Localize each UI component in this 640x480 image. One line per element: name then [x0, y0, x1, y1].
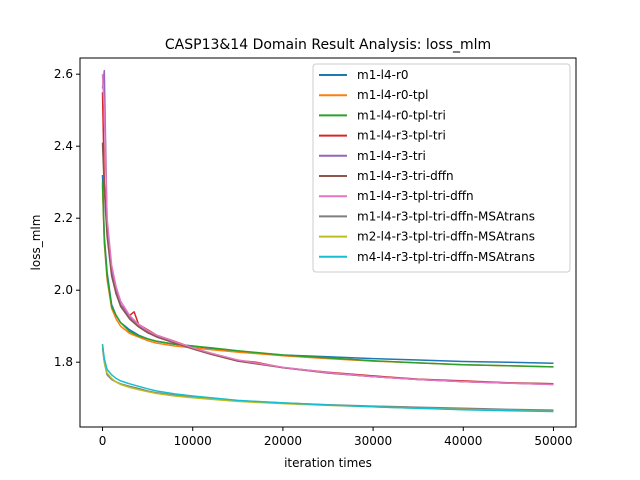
x-tick-label: 10000 [174, 434, 212, 448]
y-axis: 1.8 2.0 2.2 2.4 2.6 [54, 67, 80, 369]
x-axis-title: iteration times [284, 456, 372, 470]
x-axis: 0 10000 20000 30000 40000 50000 [99, 427, 573, 448]
legend-label: m4-l4-r3-tpl-tri-dffn-MSAtrans [357, 250, 535, 264]
legend-label: m1-l4-r0-tpl-tri [357, 108, 446, 122]
plot-area [101, 69, 554, 413]
y-tick-label: 2.2 [54, 211, 73, 225]
legend-label: m1-l4-r0 [357, 68, 409, 82]
y-tick-label: 2.6 [54, 67, 73, 81]
y-tick-label: 1.8 [54, 355, 73, 369]
x-tick-label: 0 [99, 434, 107, 448]
x-tick-label: 50000 [534, 434, 572, 448]
series-line-m1-l4-r3-tpl-tri-dffn [101, 74, 554, 386]
legend-label: m1-l4-r3-tpl-tri-dffn-MSAtrans [357, 209, 535, 223]
legend-label: m1-l4-r3-tri-dffn [357, 169, 454, 183]
y-tick-label: 2.4 [54, 139, 73, 153]
x-tick-label: 30000 [354, 434, 392, 448]
legend-label: m1-l4-r3-tpl-tri-dffn [357, 189, 474, 203]
y-axis-title: loss_mlm [29, 215, 43, 271]
x-tick-label: 40000 [444, 434, 482, 448]
axes-frame [79, 57, 577, 428]
legend-label: m1-l4-r0-tpl [357, 88, 429, 102]
legend-label: m1-l4-r3-tpl-tri [357, 129, 446, 143]
x-tick-label: 20000 [264, 434, 302, 448]
legend-box [312, 63, 571, 273]
legend-label: m2-l4-r3-tpl-tri-dffn-MSAtrans [357, 230, 535, 244]
y-tick-label: 2.0 [54, 283, 73, 297]
legend: m1-l4-r0 m1-l4-r0-tpl m1-l4-r0-tpl-tri m1-l… [312, 63, 571, 273]
series-line-m4-l4-r3-tpl-tri-dffn-MSAtrans [101, 344, 554, 413]
legend-label: m1-l4-r3-tri [357, 149, 426, 163]
chart-title: CASP13&14 Domain Result Analysis: loss_m… [165, 37, 491, 53]
series-line-m1-l4-r0-tpl-tri [101, 182, 554, 368]
